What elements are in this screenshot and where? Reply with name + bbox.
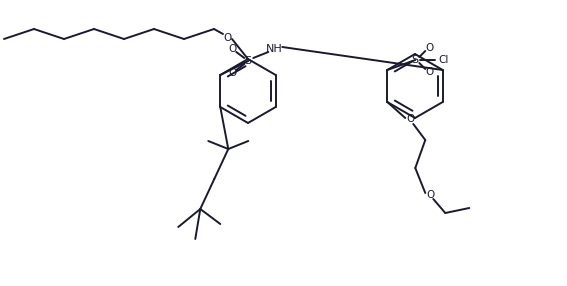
Text: S: S <box>245 56 252 66</box>
Text: NH: NH <box>266 44 283 54</box>
Text: O: O <box>426 190 434 200</box>
Text: O: O <box>425 43 433 53</box>
Text: O: O <box>228 68 236 78</box>
Text: O: O <box>223 33 231 43</box>
Text: O: O <box>406 114 414 124</box>
Text: O: O <box>425 67 433 77</box>
Text: S: S <box>412 55 419 65</box>
Text: Cl: Cl <box>438 55 448 65</box>
Text: O: O <box>228 44 236 54</box>
